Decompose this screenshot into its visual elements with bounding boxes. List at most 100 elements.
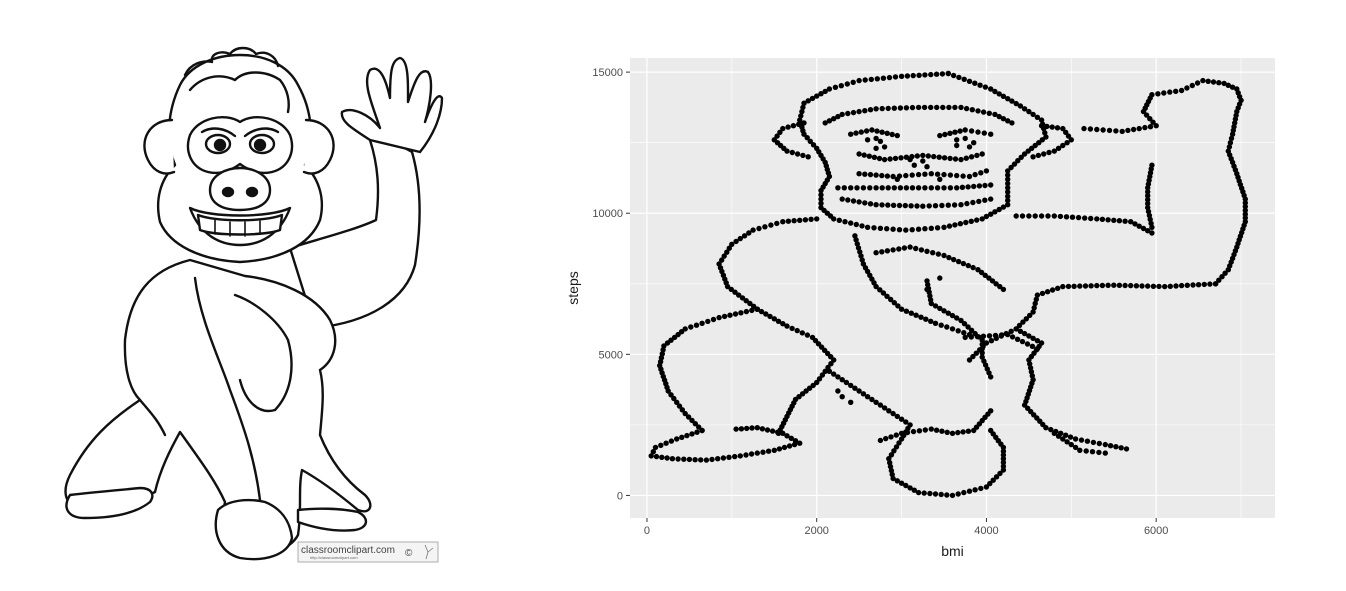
data-point xyxy=(1111,282,1117,288)
data-point xyxy=(968,334,974,340)
data-point xyxy=(1049,124,1055,130)
data-point xyxy=(965,184,971,190)
data-point xyxy=(699,427,705,434)
data-point xyxy=(822,120,828,126)
data-point xyxy=(653,453,660,460)
data-point xyxy=(946,223,953,229)
data-point xyxy=(907,244,913,250)
data-point xyxy=(1019,338,1026,345)
data-point xyxy=(1013,326,1019,332)
data-point xyxy=(958,202,964,208)
data-point xyxy=(891,300,897,306)
data-point xyxy=(1242,203,1248,210)
data-point xyxy=(894,478,900,484)
data-point xyxy=(1099,216,1106,222)
data-point xyxy=(758,308,765,315)
gorilla-clipart: classroomclipart.com http://classroomcli… xyxy=(40,40,460,570)
data-point xyxy=(968,327,975,333)
data-point xyxy=(988,131,994,137)
data-point xyxy=(1019,213,1026,219)
data-point xyxy=(838,83,844,89)
data-point xyxy=(848,399,854,405)
data-point xyxy=(743,298,749,304)
data-point xyxy=(867,171,874,178)
data-point xyxy=(839,196,845,202)
data-point xyxy=(869,396,875,403)
data-point xyxy=(856,388,862,394)
data-point xyxy=(937,132,943,139)
data-point xyxy=(965,262,971,269)
data-point xyxy=(853,130,859,136)
data-point xyxy=(986,333,993,339)
data-point xyxy=(1102,450,1108,456)
data-point xyxy=(931,153,937,160)
data-point xyxy=(754,306,760,312)
data-point xyxy=(1068,137,1074,143)
data-point xyxy=(961,330,967,336)
data-point xyxy=(771,447,777,453)
data-point xyxy=(1041,151,1047,157)
data-point xyxy=(856,108,862,115)
data-point xyxy=(748,451,755,457)
data-point xyxy=(862,200,868,206)
data-point xyxy=(853,221,859,228)
data-point xyxy=(774,220,780,227)
data-point xyxy=(884,248,891,254)
raised-hand xyxy=(340,56,444,154)
data-point xyxy=(1021,106,1028,112)
data-point xyxy=(845,110,851,117)
data-point xyxy=(862,77,868,83)
data-point xyxy=(789,325,795,332)
data-point xyxy=(1242,196,1248,202)
data-point xyxy=(1116,282,1123,288)
data-point xyxy=(894,176,900,182)
data-point xyxy=(780,219,786,225)
data-point xyxy=(880,75,887,81)
data-point xyxy=(903,172,909,179)
data-point xyxy=(947,172,954,178)
data-point xyxy=(939,202,945,209)
data-point xyxy=(879,105,885,112)
data-point xyxy=(831,116,837,122)
data-point xyxy=(1216,80,1222,86)
data-point xyxy=(1060,125,1066,132)
data-point xyxy=(1038,213,1045,219)
data-point xyxy=(733,238,739,245)
data-point xyxy=(776,446,783,452)
data-point xyxy=(923,316,929,322)
data-point xyxy=(928,426,934,432)
data-point xyxy=(1125,127,1131,134)
data-point xyxy=(869,127,875,133)
data-point xyxy=(850,109,857,116)
data-point xyxy=(715,456,721,462)
data-point xyxy=(780,321,786,327)
x-tick-label: 6000 xyxy=(1144,525,1168,537)
data-point xyxy=(1023,316,1029,322)
data-point xyxy=(739,295,746,301)
data-point xyxy=(736,292,742,298)
data-point xyxy=(992,332,999,339)
data-point xyxy=(1005,331,1011,338)
data-point xyxy=(955,429,961,436)
data-point xyxy=(974,217,980,223)
data-point xyxy=(928,171,934,177)
data-point xyxy=(674,399,680,405)
data-point xyxy=(907,156,913,163)
data-point xyxy=(664,340,671,346)
data-point xyxy=(848,185,854,191)
data-point xyxy=(974,333,981,340)
grid-major xyxy=(630,58,1275,518)
data-point xyxy=(1060,142,1066,149)
data-points xyxy=(648,70,1248,499)
data-point xyxy=(1136,223,1142,229)
data-point xyxy=(1034,338,1041,344)
data-point xyxy=(1107,443,1114,449)
data-point xyxy=(939,71,946,77)
data-point xyxy=(799,108,805,115)
data-point xyxy=(703,457,710,463)
data-point xyxy=(1128,219,1134,225)
data-point xyxy=(981,130,987,136)
data-point xyxy=(883,435,889,442)
data-point xyxy=(1000,204,1007,210)
data-point xyxy=(908,203,914,209)
